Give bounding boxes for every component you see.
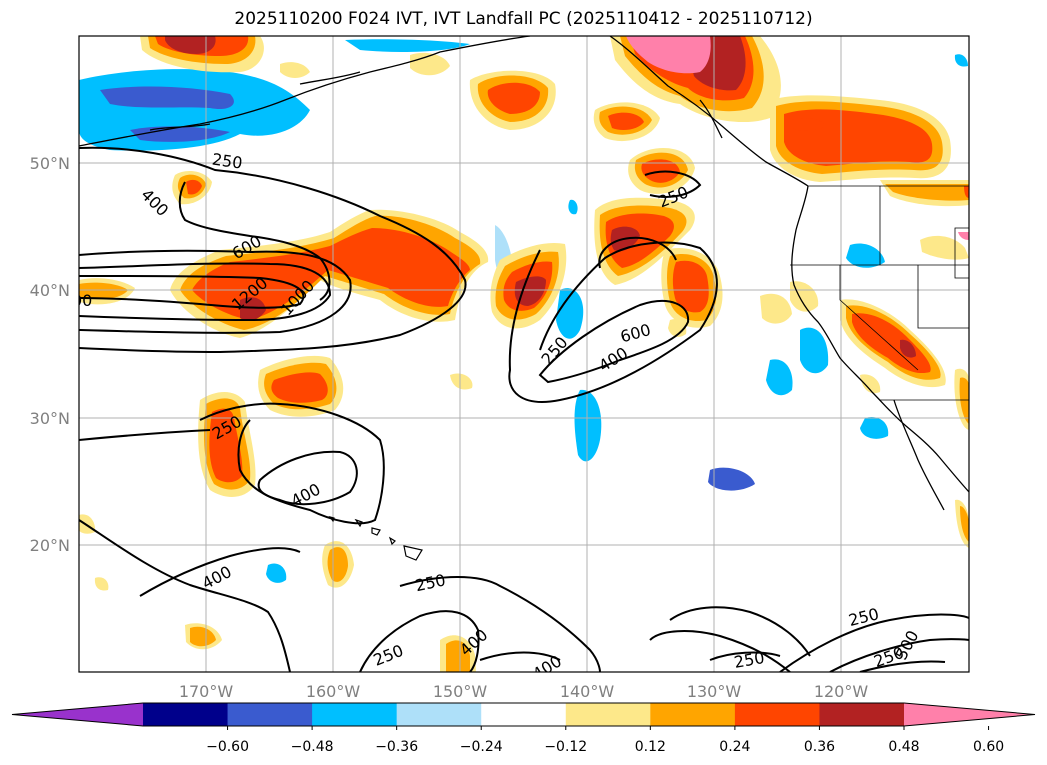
colorbar-tick-label: −0.48 [291,739,334,755]
colorbar-tick-label: −0.12 [544,739,587,755]
colorbar-outline [11,702,1036,727]
lon-label: 170°W [179,682,234,701]
colorbar-segment [396,703,482,726]
map-frame [78,35,970,673]
colorbar-segment [227,703,313,726]
colorbar-tick-label: 0.60 [973,739,1004,755]
lon-label: 130°W [687,682,742,701]
colorbar-extend-high [904,703,1035,726]
colorbar-extend-low [12,703,143,726]
positive-pc-pink [626,36,969,240]
lat-label: 20°N [30,536,70,555]
contour-label: 00 [72,291,92,310]
ivt-contours [79,146,969,672]
colorbar-tick-label: 0.36 [804,739,835,755]
lon-label: 120°W [814,682,869,701]
longitude-labels: 170°W 160°W 150°W 140°W 130°W 120°W [179,682,869,701]
colorbar-segment [481,703,567,726]
colorbar-tick-label: −0.24 [460,739,503,755]
latitude-labels: 50°N 40°N 30°N 20°N [30,154,70,555]
colorbar-tick-label: −0.60 [206,739,249,755]
colorbar-tick-label: 0.48 [888,739,919,755]
colorbar-tick-label: 0.12 [635,739,666,755]
lat-label: 30°N [30,409,70,428]
colorbar-segment [734,703,820,726]
colorbar-segment [565,703,651,726]
lon-label: 150°W [433,682,488,701]
lon-label: 140°W [560,682,615,701]
colorbar-segment [312,703,398,726]
map-plot-area: 250 400 600 1200 1000 250 250 400 600 25… [72,36,969,672]
colorbar-segment [143,703,229,726]
colorbar-segment [819,703,905,726]
coastlines [79,36,969,511]
lat-label: 40°N [30,281,70,300]
lat-label: 50°N [30,154,70,173]
colorbar: −0.60 −0.48 −0.36 −0.24 −0.12 0.12 0.24 0.36 0.4… [11,702,1036,755]
plot-title: 2025110200 F024 IVT, IVT Landfall PC (20… [234,9,813,29]
colorbar-segment [650,703,736,726]
colorbar-tick-label: 0.24 [719,739,750,755]
lon-label: 160°W [306,682,361,701]
contour-label: 250 [211,150,244,173]
state-borders [790,185,969,401]
colorbar-tick-label: −0.36 [375,739,418,755]
